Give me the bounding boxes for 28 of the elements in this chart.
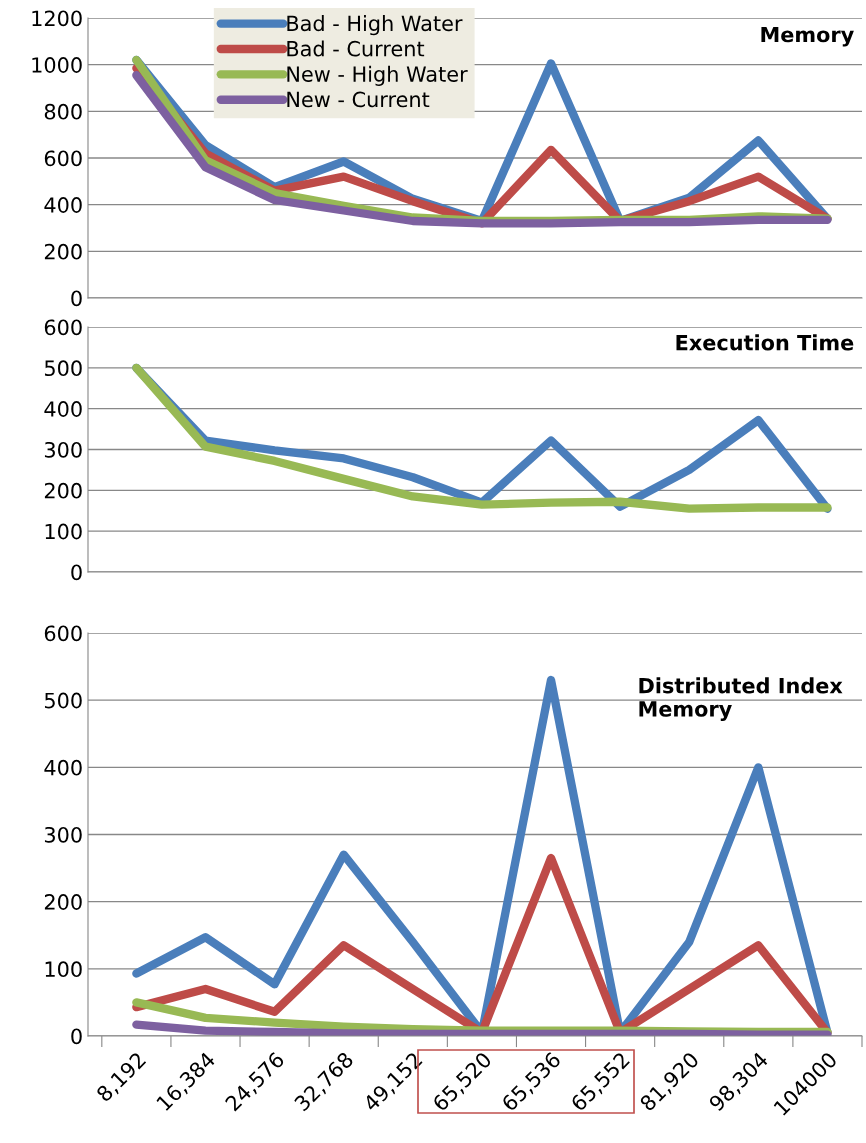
y-tick-label: 1200: [32, 10, 82, 27]
y-tick-label: 800: [44, 103, 82, 120]
y-tick-label: 600: [44, 319, 82, 336]
chart-title: Execution Time: [676, 334, 854, 351]
y-tick-label: 200: [44, 482, 82, 499]
y-tick-label: 200: [44, 243, 82, 260]
legend-label: New - High Water: [287, 65, 468, 86]
y-tick-label: 400: [44, 759, 82, 776]
y-tick-label: 1000: [32, 57, 82, 73]
text: Distributed Index Memory: [639, 677, 843, 721]
y-tick-label: 100: [45, 961, 82, 978]
y-tick-label: 500: [44, 360, 82, 377]
y-tick-label: 600: [44, 150, 82, 167]
y-tick-label: 300: [44, 826, 82, 843]
y-tick-label: 0: [71, 290, 82, 307]
legend-label: New - Current: [287, 91, 430, 108]
y-tick-label: 300: [44, 441, 82, 458]
y-tick-label: 0: [71, 1028, 82, 1045]
y-tick-label: 400: [44, 197, 82, 213]
legend-label: Bad - High Water: [287, 15, 463, 36]
y-tick-label: 200: [44, 894, 82, 910]
y-tick-label: 100: [45, 523, 82, 540]
y-tick-label: 0: [71, 564, 82, 581]
y-tick-label: 600: [44, 625, 82, 642]
y-tick-label: 500: [44, 692, 82, 709]
chart-title: Memory: [761, 26, 854, 47]
y-tick-label: 400: [44, 401, 82, 417]
legend-label: Bad - Current: [287, 40, 425, 57]
